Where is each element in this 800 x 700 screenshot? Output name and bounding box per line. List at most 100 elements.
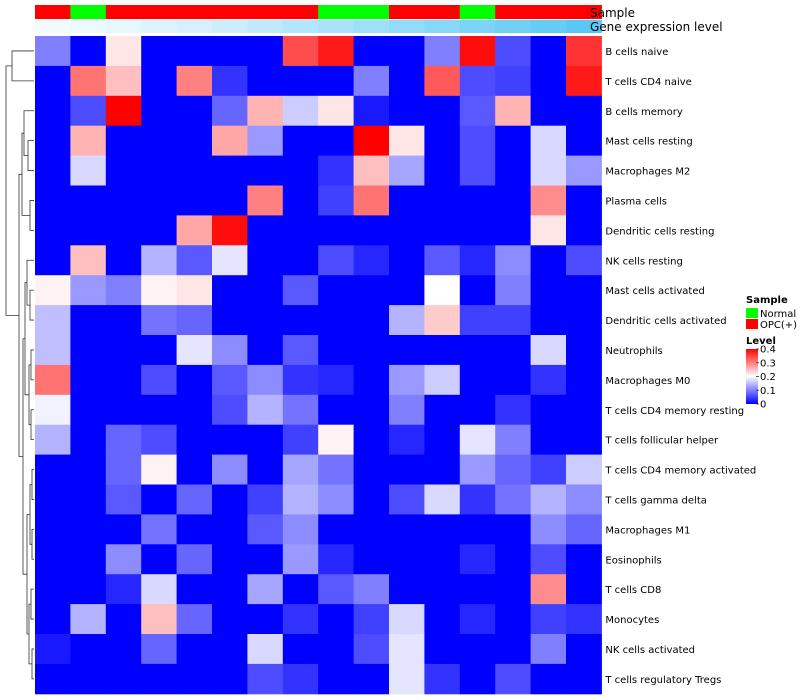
heatmap-cell [141,454,178,485]
heatmap-cell [70,454,107,485]
heatmap-cell [105,185,142,216]
heatmap-cell [282,65,319,97]
heatmap-cell [353,305,390,336]
heatmap-cell [424,95,461,127]
heatmap-cell [70,634,107,665]
heatmap-cell [212,663,248,695]
heatmap-cell [353,454,390,485]
heatmap-cell [566,95,602,127]
heatmap-cell [141,215,178,246]
heatmap-cell [389,95,425,127]
heatmap-cell [141,484,178,515]
heatmap-cell [35,245,71,276]
heatmap-cell [70,544,107,575]
row-label: Macrophages M0 [605,376,690,387]
legend-tick-label: 0.1 [760,386,776,397]
heatmap-cell [212,185,248,216]
heatmap-cell [141,634,178,665]
heatmap-cell [282,604,319,635]
heatmap-cell [566,215,602,246]
heatmap-cell [247,634,284,665]
heatmap-cell [70,663,107,695]
heatmap-cell [353,663,390,695]
heatmap-cell [459,574,496,605]
heatmap-cell [389,185,425,216]
heatmap-cell [35,663,71,695]
heatmap-cell [105,275,142,306]
heatmap-cell [247,36,284,67]
heatmap-cell [318,36,355,67]
gene-level-cell [212,20,248,33]
heatmap-cell [176,484,213,515]
heatmap-cell [566,335,602,366]
sample-cell [424,5,461,19]
heatmap-cell [282,454,319,485]
heatmap-cell [353,424,390,456]
heatmap-cell [389,454,425,485]
heatmap-cell [495,155,532,186]
heatmap-cell [530,364,567,396]
heatmap-cell [353,65,390,97]
heatmap-cell [353,215,390,246]
heatmap-cell [318,95,355,127]
heatmap-cell [389,245,425,276]
heatmap-cell [566,663,602,695]
heatmap-cell [282,335,319,366]
heatmap-cell [282,155,319,186]
heatmap-cell [282,484,319,515]
heatmap-cell [318,335,355,366]
heatmap-cell [70,275,107,306]
dendrogram-branch [31,469,34,500]
heatmap-cell [105,454,142,485]
dendrogram-branch [5,65,19,316]
heatmap-cell [105,484,142,515]
heatmap-cell [318,305,355,336]
heatmap-cell [141,364,178,396]
heatmap-cell [247,275,284,306]
heatmap-cell [318,484,355,515]
dendrogram-branch [30,588,34,620]
heatmap-cell [176,155,213,186]
heatmap-cell [495,634,532,665]
heatmap-cell [566,604,602,635]
heatmap-cell [389,335,425,366]
heatmap-cell [105,663,142,695]
heatmap-cell [247,364,284,396]
heatmap-cell [459,604,496,635]
heatmap-cell [389,364,425,396]
heatmap-cell [247,454,284,485]
heatmap-cell [353,95,390,127]
heatmap-cell [530,125,567,157]
heatmap-cell [247,544,284,575]
heatmap-cell [530,245,567,276]
heatmap-cell [70,36,107,67]
heatmap-cell [105,424,142,456]
heatmap-cell [495,305,532,336]
heatmap-cell [105,155,142,186]
row-label: T cells regulatory Tregs [604,675,721,686]
heatmap-cell [389,305,425,336]
heatmap-cell [70,305,107,336]
heatmap-cell [566,185,602,216]
heatmap-cell [212,454,248,485]
heatmap-cell [495,364,532,396]
heatmap-cell [141,335,178,366]
heatmap-cell [424,155,461,186]
heatmap-cell [35,394,71,426]
heatmap-cell [353,514,390,545]
heatmap-cell [70,364,107,396]
heatmap-cell [424,185,461,216]
heatmap-cell [141,65,178,97]
legend-tick-label: 0 [760,400,766,411]
heatmap-cell [424,574,461,605]
heatmap-cell [318,574,355,605]
gene-level-cell [105,20,142,33]
heatmap-cell [566,125,602,157]
heatmap-cell [495,604,532,635]
heatmap-cell [459,185,496,216]
gene-level-cell [247,20,284,33]
heatmap-cell [459,394,496,426]
gene-level-cell [35,20,71,33]
heatmap-cell [176,394,213,426]
gene-expression-annotation-bar [35,20,602,33]
